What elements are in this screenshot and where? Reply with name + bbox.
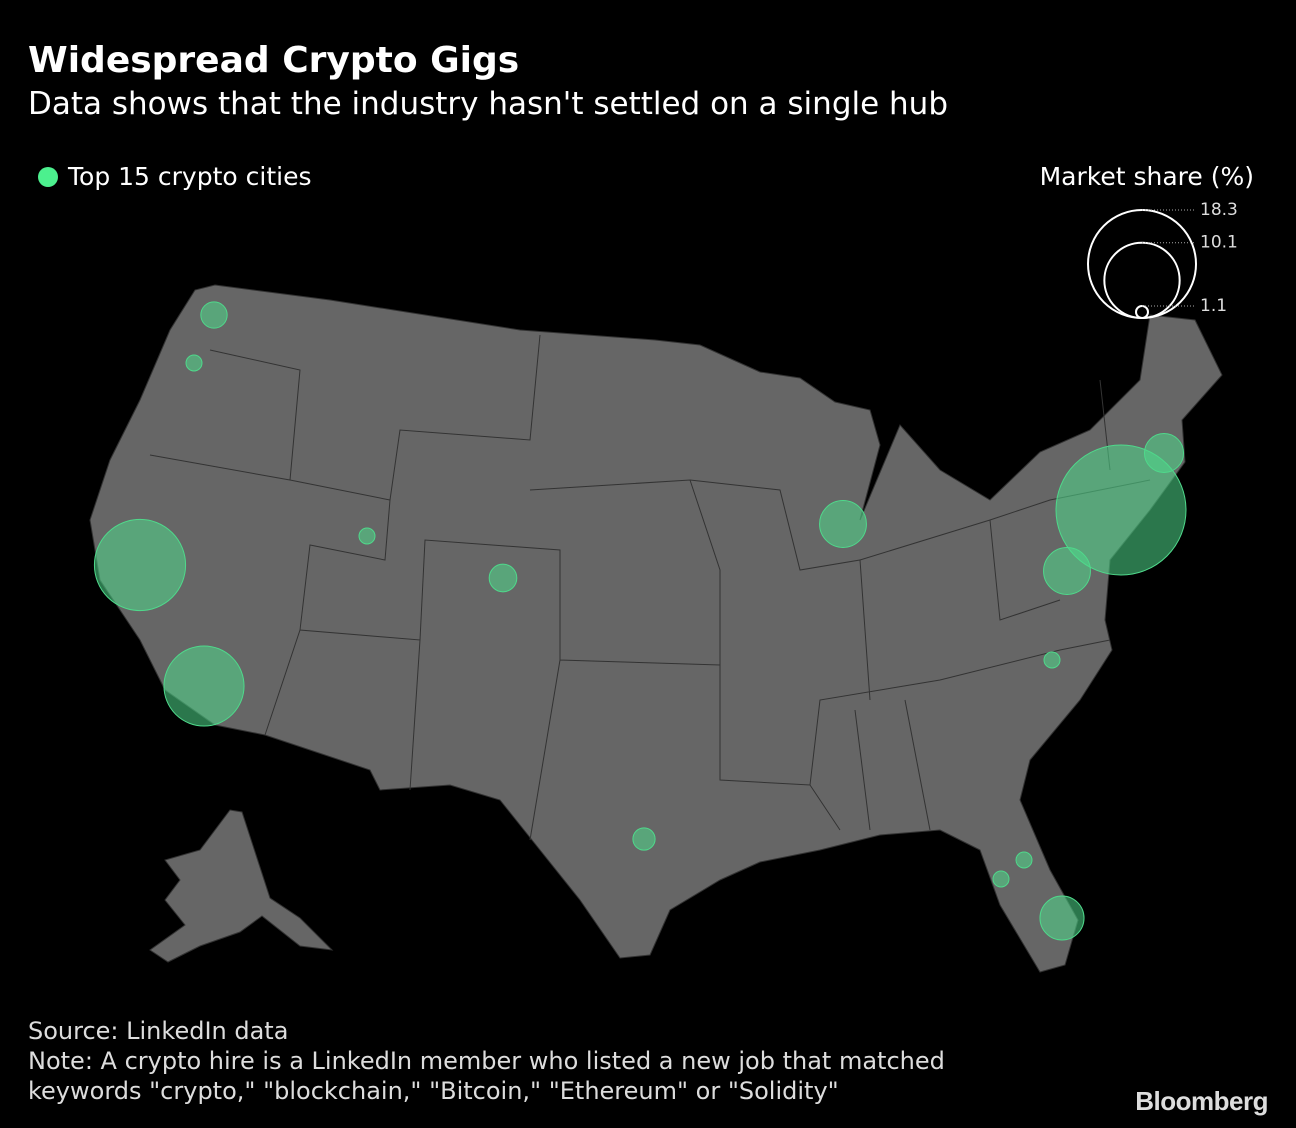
- size-legend-label: 10.1: [1200, 233, 1238, 253]
- city-bubble: [1043, 651, 1061, 669]
- brand-logo: Bloomberg: [1135, 1086, 1268, 1116]
- contiguous-us: [89, 284, 1223, 973]
- title: Widespread Crypto Gigs: [28, 40, 520, 81]
- size-legend-label: 18.3: [1200, 200, 1238, 220]
- city-bubble: [163, 645, 245, 727]
- us-map: [89, 284, 1223, 973]
- size-legend-circle: [1087, 209, 1197, 319]
- city-bubble: [1043, 547, 1091, 595]
- city-bubble: [1143, 432, 1185, 474]
- size-legend-circle: [1135, 305, 1149, 319]
- note-line: Note: A crypto hire is a LinkedIn member…: [28, 1047, 945, 1075]
- legend-swatch: [38, 166, 58, 187]
- legend: Top 15 crypto cities: [38, 162, 311, 191]
- city-bubble: [488, 563, 518, 593]
- legend-label: Top 15 crypto cities: [68, 162, 312, 191]
- city-bubble: [185, 354, 203, 372]
- city-bubble: [632, 827, 656, 851]
- source: Source: LinkedIn data: [28, 1017, 289, 1045]
- city-bubble: [1015, 851, 1033, 869]
- alaska: [149, 809, 334, 963]
- size-legend-title: Market share (%): [1039, 162, 1254, 191]
- city-bubble: [819, 500, 867, 548]
- city-bubble: [93, 518, 187, 612]
- state-borders: [149, 334, 1151, 841]
- city-bubble: [1039, 895, 1085, 941]
- footer: Source: LinkedIn data Note: A crypto hir…: [28, 1016, 945, 1106]
- city-bubble: [992, 870, 1010, 888]
- city-bubble: [358, 527, 376, 545]
- subtitle: Data shows that the industry hasn't sett…: [28, 86, 949, 122]
- city-bubble: [1055, 444, 1187, 576]
- city-bubble: [200, 301, 228, 329]
- size-legend-label: 1.1: [1200, 296, 1227, 316]
- note-line: keywords "crypto," "blockchain," "Bitcoi…: [28, 1077, 839, 1105]
